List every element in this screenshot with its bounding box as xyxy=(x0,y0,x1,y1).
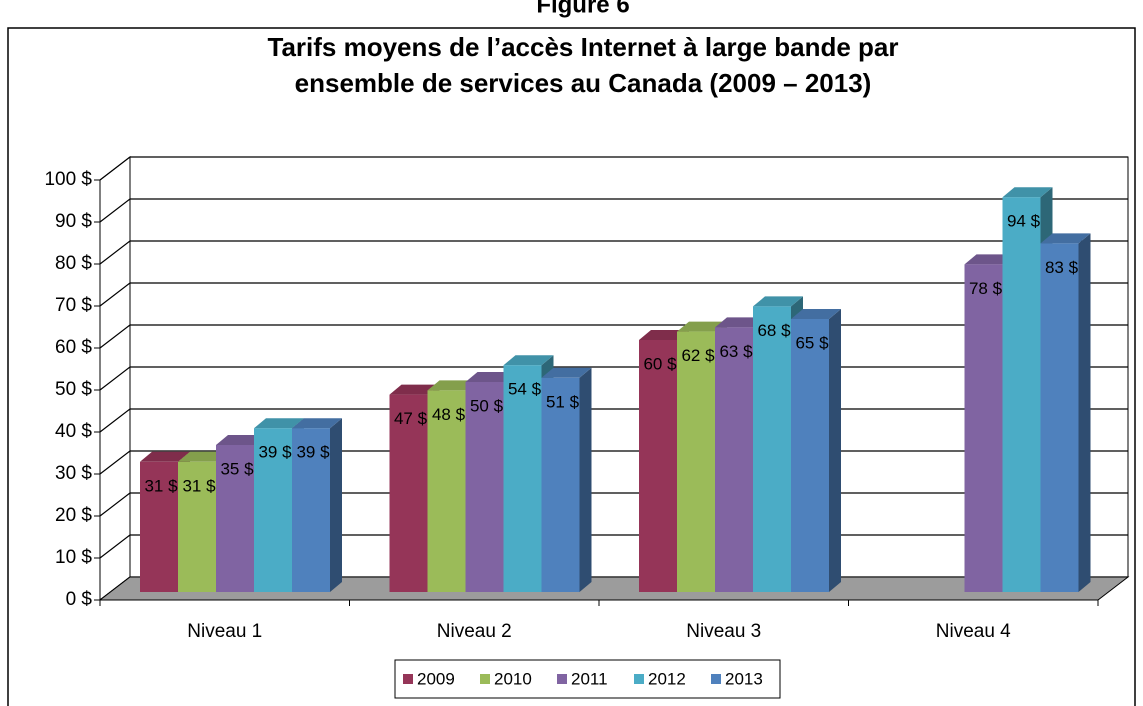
bar-top xyxy=(1040,233,1091,244)
bar-top xyxy=(427,380,478,391)
data-label: 63 $ xyxy=(719,342,753,361)
bar xyxy=(389,394,428,592)
grid-line xyxy=(99,240,1128,265)
y-tick-label: 0 $ xyxy=(66,589,93,610)
x-tick-label: Niveau 3 xyxy=(686,621,761,642)
legend-swatch xyxy=(480,674,490,684)
bar-top xyxy=(964,254,1015,265)
legend-swatch xyxy=(634,674,644,684)
legend-swatch xyxy=(557,674,567,684)
legend-label: 2010 xyxy=(494,669,532,688)
bar xyxy=(677,331,715,592)
y-tick-label: 50 $ xyxy=(55,379,92,400)
figure-label: Figure 6 xyxy=(536,0,629,18)
y-tick-label: 90 $ xyxy=(55,211,92,232)
bar-top xyxy=(1002,187,1053,198)
data-label: 47 $ xyxy=(394,409,428,428)
bar xyxy=(1040,243,1079,592)
y-tick-label: 100 $ xyxy=(44,169,92,190)
bar xyxy=(964,264,1003,592)
grid-line xyxy=(99,282,1128,307)
bar-side xyxy=(579,367,592,592)
data-label: 51 $ xyxy=(546,392,580,411)
bar xyxy=(254,428,292,592)
data-label: 60 $ xyxy=(643,354,677,373)
data-label: 65 $ xyxy=(795,333,829,352)
bar-side xyxy=(330,418,342,592)
bar xyxy=(753,306,791,592)
bar-top xyxy=(389,384,440,395)
bar-side xyxy=(829,309,841,592)
bar-top xyxy=(140,451,190,462)
data-label: 78 $ xyxy=(969,279,1003,298)
x-tick-label: Niveau 4 xyxy=(936,621,1011,642)
data-label: 31 $ xyxy=(144,476,178,495)
bar-top xyxy=(216,435,266,445)
bar-top xyxy=(541,367,592,378)
bar-top xyxy=(178,451,228,462)
bar xyxy=(140,461,178,592)
data-label: 48 $ xyxy=(432,405,466,424)
data-label: 54 $ xyxy=(508,380,542,399)
x-tick-label: Niveau 1 xyxy=(187,621,262,642)
bar-top xyxy=(639,330,689,340)
bar xyxy=(639,340,677,592)
bar xyxy=(541,377,580,592)
bar xyxy=(1002,197,1041,592)
legend-label: 2009 xyxy=(417,669,455,688)
chart-title: ensemble de services au Canada (2009 – 2… xyxy=(295,68,872,98)
data-label: 62 $ xyxy=(681,346,715,365)
bar-top xyxy=(715,317,765,328)
bar-top xyxy=(677,321,727,332)
y-tick-label: 80 $ xyxy=(55,253,92,274)
data-label: 31 $ xyxy=(182,476,216,495)
bar-top xyxy=(753,296,803,307)
bar xyxy=(791,319,829,592)
bar xyxy=(715,327,753,592)
legend-swatch xyxy=(403,674,413,684)
bar-top xyxy=(465,372,516,382)
data-label: 50 $ xyxy=(470,396,504,415)
chart-title: Tarifs moyens de l’accès Internet à larg… xyxy=(268,32,899,62)
bar-side xyxy=(1078,233,1091,592)
y-tick-label: 40 $ xyxy=(55,421,92,442)
data-label: 68 $ xyxy=(757,321,791,340)
bar xyxy=(465,382,504,592)
data-label: 35 $ xyxy=(220,459,254,478)
bar xyxy=(178,461,216,592)
legend-label: 2012 xyxy=(648,669,686,688)
x-tick-label: Niveau 2 xyxy=(437,621,512,642)
y-tick-label: 30 $ xyxy=(55,463,92,484)
data-label: 39 $ xyxy=(258,443,292,462)
grid-line xyxy=(99,198,1128,223)
grid-line xyxy=(99,156,1128,181)
legend-swatch xyxy=(711,674,721,684)
bar-top xyxy=(791,309,841,319)
y-tick-label: 60 $ xyxy=(55,337,92,358)
legend-label: 2011 xyxy=(571,669,608,688)
bar xyxy=(292,428,330,592)
data-label: 94 $ xyxy=(1007,212,1041,231)
bar-top xyxy=(292,418,342,429)
bar xyxy=(216,445,254,592)
bar-top xyxy=(503,355,554,366)
bar-top xyxy=(254,418,304,429)
legend-label: 2013 xyxy=(725,669,763,688)
y-tick-label: 20 $ xyxy=(55,505,92,526)
y-tick-label: 10 $ xyxy=(55,547,92,568)
data-label: 39 $ xyxy=(296,443,330,462)
data-label: 83 $ xyxy=(1045,258,1079,277)
y-tick-label: 70 $ xyxy=(55,295,92,316)
bar xyxy=(427,390,466,592)
bar xyxy=(503,365,542,592)
